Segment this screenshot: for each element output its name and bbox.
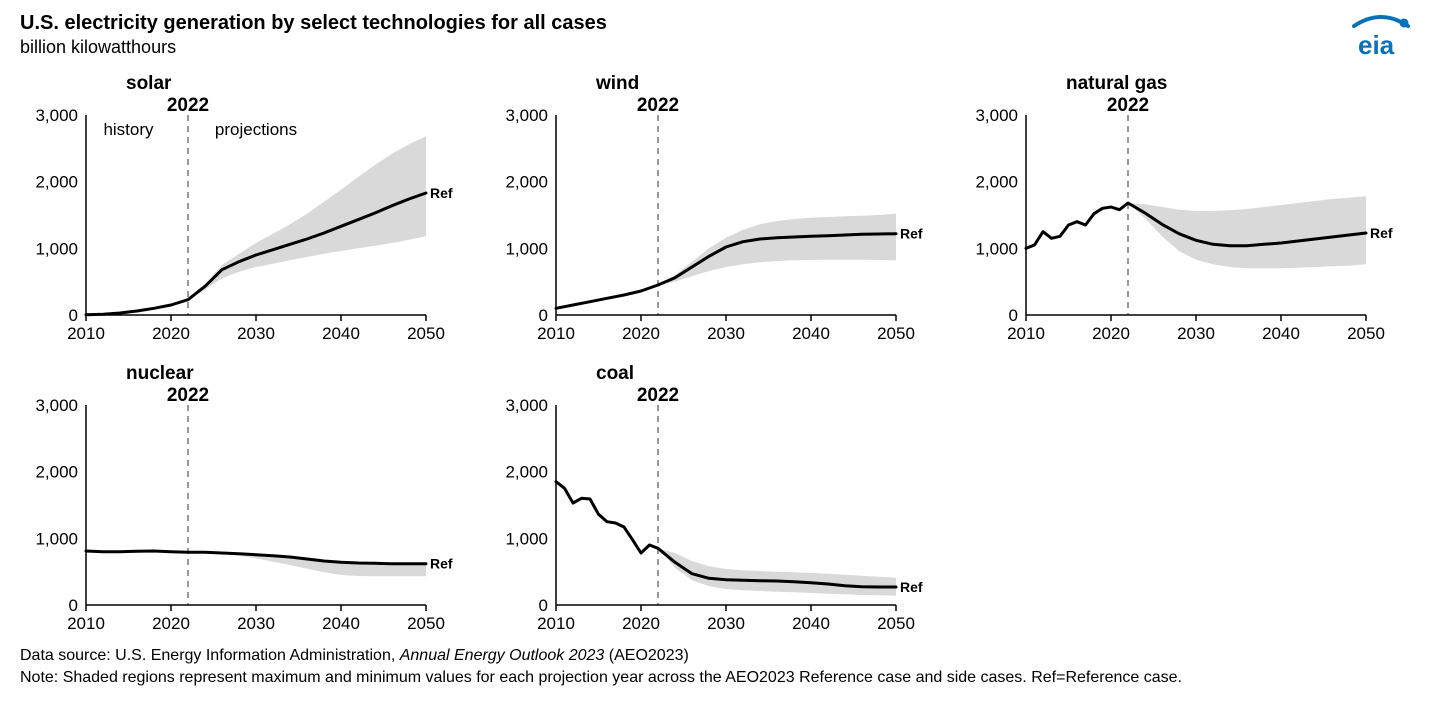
y-tick-label: 1,000	[975, 239, 1018, 258]
y-tick-label: 2,000	[35, 463, 78, 482]
x-tick-label: 2050	[877, 324, 915, 343]
panel-title: solar	[126, 73, 172, 94]
uncertainty-band	[188, 136, 426, 299]
uncertainty-band	[658, 548, 896, 595]
panel-title: nuclear	[126, 363, 194, 384]
x-tick-label: 2010	[67, 324, 105, 343]
x-tick-label: 2040	[322, 614, 360, 633]
x-tick-label: 2050	[877, 614, 915, 633]
title-block: U.S. electricity generation by select te…	[20, 12, 607, 58]
source-suffix: (AEO2023)	[604, 647, 688, 664]
x-tick-label: 2010	[67, 614, 105, 633]
history-label: history	[103, 120, 154, 139]
panel-title: natural gas	[1066, 73, 1167, 94]
marker-label: 2022	[637, 385, 679, 406]
y-tick-label: 2,000	[35, 173, 78, 192]
panel-solar: 0 1,000 2,000 3,000 2010 2020 2030 2040 2050 sola…	[20, 71, 460, 351]
y-tick-label: 2,000	[505, 173, 548, 192]
marker-label: 2022	[637, 95, 679, 116]
source-italic: Annual Energy Outlook 2023	[400, 647, 605, 664]
uncertainty-band	[1128, 196, 1366, 268]
x-tick-label: 2050	[1347, 324, 1385, 343]
x-tick-label: 2040	[1262, 324, 1300, 343]
chart-grid: 0 1,000 2,000 3,000 2010 2020 2030 2040 2050 sola…	[20, 71, 1426, 641]
y-tick-label: 0	[539, 596, 548, 615]
svg-text:eia: eia	[1358, 30, 1395, 60]
panel-natgas: 0 1,000 2,000 3,000 2010 2020 2030 2040 2050 natu…	[960, 71, 1400, 351]
panel-title: coal	[596, 363, 634, 384]
panel-nuclear: 0 1,000 2,000 3,000 2010 2020 2030 2040 2050 nucl…	[20, 361, 460, 641]
marker-label: 2022	[167, 95, 209, 116]
y-tick-label: 3,000	[505, 396, 548, 415]
x-tick-label: 2010	[1007, 324, 1045, 343]
y-tick-label: 0	[1009, 306, 1018, 325]
chart-title: U.S. electricity generation by select te…	[20, 12, 607, 35]
y-tick-label: 0	[539, 306, 548, 325]
x-tick-label: 2030	[707, 614, 745, 633]
projections-label: projections	[215, 120, 297, 139]
panel-title: wind	[595, 73, 639, 94]
y-tick-label: 3,000	[35, 396, 78, 415]
x-tick-label: 2030	[1177, 324, 1215, 343]
y-tick-label: 0	[69, 596, 78, 615]
y-tick-label: 2,000	[505, 463, 548, 482]
x-tick-label: 2010	[537, 324, 575, 343]
data-source: Data source: U.S. Energy Information Adm…	[20, 645, 1426, 667]
x-tick-label: 2010	[537, 614, 575, 633]
x-tick-label: 2020	[152, 324, 190, 343]
y-tick-label: 1,000	[35, 529, 78, 548]
footnotes: Data source: U.S. Energy Information Adm…	[20, 645, 1426, 688]
y-tick-label: 3,000	[35, 106, 78, 125]
marker-label: 2022	[1107, 95, 1149, 116]
ref-label: Ref	[430, 185, 453, 201]
x-tick-label: 2020	[1092, 324, 1130, 343]
x-tick-label: 2050	[407, 614, 445, 633]
uncertainty-band	[658, 214, 896, 285]
x-tick-label: 2020	[152, 614, 190, 633]
x-tick-label: 2030	[237, 324, 275, 343]
ref-label: Ref	[900, 226, 923, 242]
chart-subtitle: billion kilowatthours	[20, 37, 607, 58]
ref-label: Ref	[430, 556, 453, 572]
y-tick-label: 1,000	[35, 239, 78, 258]
eia-logo: eia	[1346, 12, 1426, 67]
ref-label: Ref	[900, 579, 923, 595]
y-tick-label: 1,000	[505, 529, 548, 548]
note: Note: Shaded regions represent maximum a…	[20, 667, 1426, 689]
x-tick-label: 2040	[792, 614, 830, 633]
marker-label: 2022	[167, 385, 209, 406]
y-tick-label: 3,000	[505, 106, 548, 125]
source-prefix: Data source: U.S. Energy Information Adm…	[20, 647, 400, 664]
y-tick-label: 0	[69, 306, 78, 325]
y-tick-label: 1,000	[505, 239, 548, 258]
y-tick-label: 3,000	[975, 106, 1018, 125]
x-tick-label: 2040	[322, 324, 360, 343]
x-tick-label: 2050	[407, 324, 445, 343]
x-tick-label: 2030	[707, 324, 745, 343]
x-tick-label: 2040	[792, 324, 830, 343]
y-tick-label: 2,000	[975, 173, 1018, 192]
x-tick-label: 2020	[622, 614, 660, 633]
header-row: U.S. electricity generation by select te…	[20, 12, 1426, 67]
ref-label: Ref	[1370, 225, 1393, 241]
panel-wind: 0 1,000 2,000 3,000 2010 2020 2030 2040 2050 wind…	[490, 71, 930, 351]
panel-coal: 0 1,000 2,000 3,000 2010 2020 2030 2040 2050 coal…	[490, 361, 930, 641]
x-tick-label: 2020	[622, 324, 660, 343]
x-tick-label: 2030	[237, 614, 275, 633]
